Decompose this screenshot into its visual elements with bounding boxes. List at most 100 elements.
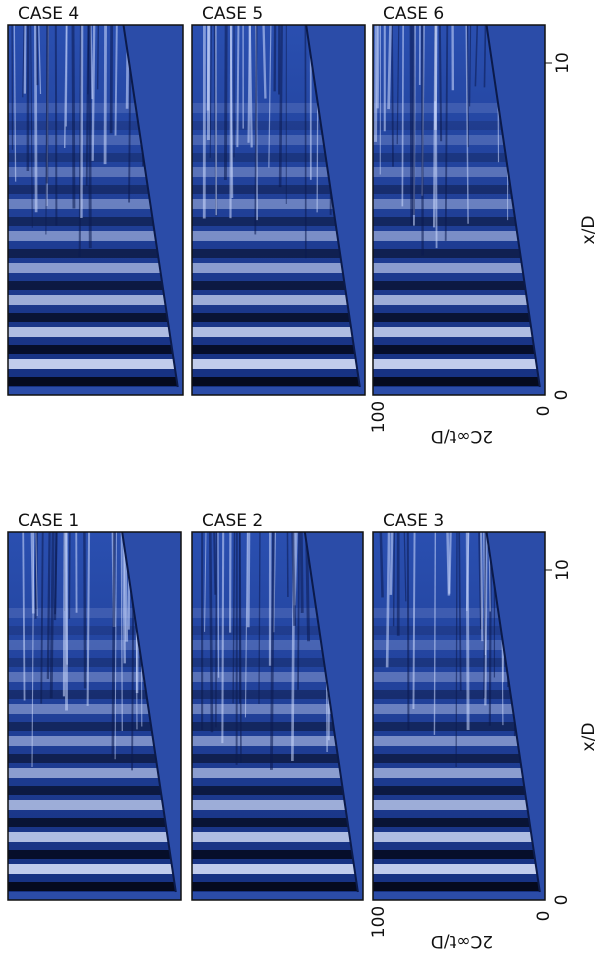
- streak: [394, 532, 395, 626]
- dark-band: [192, 377, 365, 386]
- light-band: [373, 295, 545, 305]
- streak: [73, 25, 74, 208]
- streak: [67, 532, 68, 665]
- streak: [467, 532, 468, 730]
- light-band: [373, 864, 545, 874]
- dark-band: [373, 377, 545, 386]
- streak: [411, 25, 412, 225]
- x-tick-label: 10: [553, 52, 573, 74]
- light-band: [8, 295, 183, 305]
- streak: [413, 532, 414, 709]
- panel: [8, 532, 181, 900]
- streak: [408, 532, 409, 730]
- streak: [484, 25, 485, 87]
- streak: [111, 25, 112, 133]
- streak: [301, 532, 302, 613]
- streak: [218, 532, 219, 678]
- streak: [271, 532, 273, 770]
- streak: [381, 532, 383, 597]
- light-band: [373, 263, 545, 273]
- x-axis-label: x/D: [579, 216, 595, 245]
- streak: [293, 532, 295, 626]
- streak: [35, 25, 36, 212]
- light-band: [373, 768, 545, 778]
- panel-label: CASE 6: [383, 4, 444, 24]
- panel: [192, 532, 363, 900]
- dark-band: [373, 786, 545, 795]
- dark-band: [8, 786, 181, 795]
- dark-band: [8, 313, 183, 322]
- streak: [440, 25, 441, 141]
- light-band: [8, 800, 181, 810]
- streak: [98, 25, 99, 89]
- dark-band: [373, 345, 545, 354]
- streak: [389, 25, 391, 109]
- light-band: [373, 359, 545, 369]
- light-band: [192, 768, 363, 778]
- x-tick-label: 0: [552, 895, 572, 906]
- dark-band: [192, 850, 363, 859]
- light-band: [8, 832, 181, 842]
- streak: [66, 25, 67, 126]
- streak: [210, 532, 212, 732]
- panel-label: CASE 5: [202, 4, 263, 24]
- light-band: [8, 359, 183, 369]
- streak: [51, 532, 53, 698]
- light-band: [8, 864, 181, 874]
- streak: [216, 532, 217, 727]
- dark-band: [373, 850, 545, 859]
- y-axis-label: 2C∞t/D: [431, 426, 493, 446]
- panel-label: CASE 1: [18, 511, 79, 531]
- streak: [280, 25, 282, 187]
- dark-band: [373, 313, 545, 322]
- panel-label: CASE 2: [202, 511, 263, 531]
- x-tick-label: 10: [553, 559, 573, 581]
- streak: [84, 532, 85, 688]
- streak: [237, 25, 238, 147]
- streak: [255, 25, 256, 234]
- streak: [214, 532, 215, 595]
- panel: [373, 25, 545, 395]
- streak: [56, 25, 57, 226]
- panel-label: CASE 3: [383, 511, 444, 531]
- panel: [373, 532, 545, 900]
- panel: [192, 25, 365, 395]
- streak: [69, 532, 70, 619]
- streak: [413, 25, 414, 215]
- x-axis-label: x/D: [579, 723, 595, 752]
- dark-band: [8, 850, 181, 859]
- streak: [456, 532, 457, 767]
- panel: [8, 25, 183, 395]
- dark-band: [192, 281, 365, 290]
- streak: [481, 532, 482, 641]
- y-tick-label: 0: [534, 911, 554, 922]
- light-band: [8, 768, 181, 778]
- light-band: [373, 832, 545, 842]
- y-tick-label: 0: [534, 406, 554, 417]
- streak: [64, 532, 65, 696]
- y-tick-label: 100: [369, 401, 389, 433]
- streak: [90, 25, 91, 248]
- light-band: [192, 359, 365, 369]
- y-tick-label: 100: [369, 906, 389, 938]
- streak: [116, 25, 117, 136]
- dark-band: [373, 818, 545, 827]
- streak: [449, 532, 450, 594]
- streak: [93, 25, 95, 161]
- streak: [435, 25, 436, 130]
- streak: [391, 532, 392, 595]
- streak: [88, 532, 89, 706]
- streak: [81, 25, 82, 218]
- light-band: [192, 327, 365, 337]
- panel-label: CASE 4: [18, 4, 79, 24]
- dark-band: [373, 882, 545, 891]
- dark-band: [8, 281, 183, 290]
- light-band: [8, 263, 183, 273]
- light-band: [192, 864, 363, 874]
- dark-band: [8, 345, 183, 354]
- streak: [392, 25, 393, 167]
- dark-band: [192, 882, 363, 891]
- light-band: [192, 295, 365, 305]
- light-band: [192, 832, 363, 842]
- streak: [434, 532, 435, 735]
